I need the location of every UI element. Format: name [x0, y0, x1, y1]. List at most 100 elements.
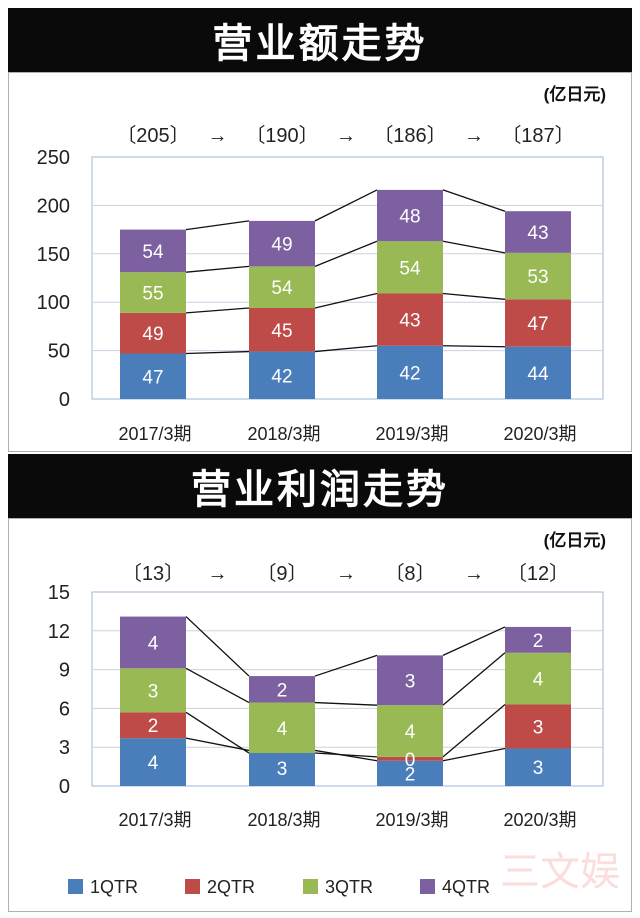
profit-connector-line [442, 704, 506, 758]
revenue-bar-segment-3qtr [249, 266, 315, 309]
revenue-bar-segment-3qtr [505, 252, 571, 300]
revenue-data-label: 53 [527, 267, 548, 288]
profit-legend-swatch-4qtr [420, 879, 435, 894]
profit-connector-line [314, 752, 378, 758]
revenue-data-label: 55 [142, 284, 163, 305]
profit-data-label: 4 [533, 670, 544, 691]
profit-bar-segment-4qtr [377, 655, 443, 706]
profit-bar-segment-3qtr [505, 652, 571, 705]
profit-data-label: 2 [405, 764, 416, 785]
revenue-connector-line [442, 345, 506, 348]
profit-legend-swatch-3qtr [303, 879, 318, 894]
revenue-chart: (亿日元) 〔205〕 → 〔190〕 → 〔186〕 → 〔187〕 0 50 100 150 200… [37, 84, 606, 444]
profit-connector-line [185, 667, 250, 704]
revenue-arrow: → [336, 125, 356, 147]
profit-plot-area [91, 591, 604, 787]
profit-unit-label: (亿日元) [544, 530, 606, 550]
profit-bar-segment-1qtr [377, 760, 443, 786]
revenue-category-label: 2018/3期 [247, 424, 320, 444]
profit-connector-line [314, 701, 378, 706]
revenue-total-label: 〔187〕 [501, 124, 574, 147]
profit-data-label: 3 [533, 758, 544, 779]
profit-legend-swatch-1qtr [68, 879, 83, 894]
profit-chart: (亿日元)〔13〕 → 〔9〕 → 〔8〕 → 〔12〕036912154234342204… [48, 530, 606, 897]
revenue-data-label: 42 [271, 366, 292, 387]
profit-data-label: 4 [148, 633, 159, 654]
profit-bar-segment-3qtr [249, 702, 315, 754]
revenue-arrow: → [208, 125, 228, 147]
profit-data-label: 2 [533, 631, 544, 652]
revenue-data-label: 47 [142, 367, 163, 388]
revenue-y-tick-label: 250 [37, 147, 70, 169]
profit-arrow: → [208, 563, 228, 585]
revenue-data-label: 42 [399, 363, 420, 384]
revenue-total-label: 〔205〕 [116, 124, 189, 147]
revenue-arrow: → [464, 125, 484, 147]
profit-legend-label: 1QTR [90, 877, 138, 897]
profit-data-label: 3 [533, 718, 544, 739]
revenue-connector-line [185, 350, 250, 355]
profit-total-label: 〔9〕 [256, 562, 307, 585]
revenue-bar-segment-2qtr [505, 299, 571, 347]
revenue-data-label: 47 [527, 314, 548, 335]
revenue-bar-segment-2qtr [377, 293, 443, 346]
profit-data-label: 4 [148, 753, 159, 774]
profit-arrow: → [464, 563, 484, 585]
revenue-bar-segment-2qtr [249, 308, 315, 352]
revenue-y-tick-label: 100 [37, 292, 70, 314]
profit-data-label: 3 [405, 671, 416, 692]
profit-bar-segment-3qtr [377, 705, 443, 757]
profit-total-label: 〔8〕 [384, 562, 435, 585]
profit-total-label: 〔13〕 [122, 562, 184, 585]
revenue-bar-segment-4qtr [505, 211, 571, 253]
profit-connector-line [442, 747, 506, 762]
profit-y-tick-label: 6 [59, 698, 70, 720]
revenue-data-label: 54 [399, 258, 421, 279]
revenue-bar-segment-4qtr [120, 229, 186, 273]
profit-bar-segment-3qtr [120, 668, 186, 713]
profit-data-label: 0 [405, 750, 416, 771]
profit-connector-line [442, 626, 506, 656]
revenue-bar-segment-1qtr [505, 346, 571, 399]
revenue-bar-segment-3qtr [377, 241, 443, 294]
revenue-y-tick-label: 50 [48, 341, 70, 363]
revenue-chart-frame [8, 72, 632, 452]
revenue-bar-segment-1qtr [249, 351, 315, 399]
revenue-connector-line [442, 189, 506, 212]
revenue-data-label: 43 [527, 223, 548, 244]
profit-data-label: 4 [405, 722, 416, 743]
revenue-connector-line [185, 220, 250, 231]
revenue-bar-segment-1qtr [120, 353, 186, 399]
profit-connector-line [185, 737, 250, 752]
profit-bar-segment-1qtr [249, 750, 315, 786]
revenue-connector-line [185, 307, 250, 314]
profit-chart-title: 营业利润走势 [8, 454, 632, 518]
revenue-data-label: 54 [142, 242, 164, 263]
revenue-connector-line [314, 292, 378, 309]
profit-total-label: 〔12〕 [507, 562, 569, 585]
profit-y-tick-label: 12 [48, 621, 70, 643]
profit-y-tick-label: 9 [59, 660, 70, 682]
profit-bar-segment-1qtr [505, 748, 571, 786]
revenue-connector-line [314, 345, 378, 353]
revenue-data-label: 43 [399, 311, 420, 332]
profit-bar-segment-1qtr [120, 738, 186, 786]
profit-category-label: 2017/3期 [118, 810, 191, 830]
revenue-data-label: 49 [142, 324, 163, 345]
revenue-plot-area [91, 156, 604, 400]
profit-y-tick-label: 0 [59, 776, 70, 798]
profit-data-label: 4 [277, 719, 288, 740]
profit-connector-line [185, 616, 250, 677]
profit-connector-line [185, 711, 250, 754]
profit-legend-label: 4QTR [442, 877, 490, 897]
profit-data-label: 3 [148, 681, 159, 702]
profit-category-label: 2018/3期 [247, 810, 320, 830]
revenue-connector-line [314, 189, 378, 222]
revenue-data-label: 49 [271, 235, 292, 256]
revenue-connector-line [185, 265, 250, 273]
profit-legend-label: 2QTR [207, 877, 255, 897]
revenue-bar-segment-4qtr [377, 189, 443, 242]
revenue-total-label: 〔186〕 [373, 124, 446, 147]
profit-connector-line [442, 652, 506, 706]
